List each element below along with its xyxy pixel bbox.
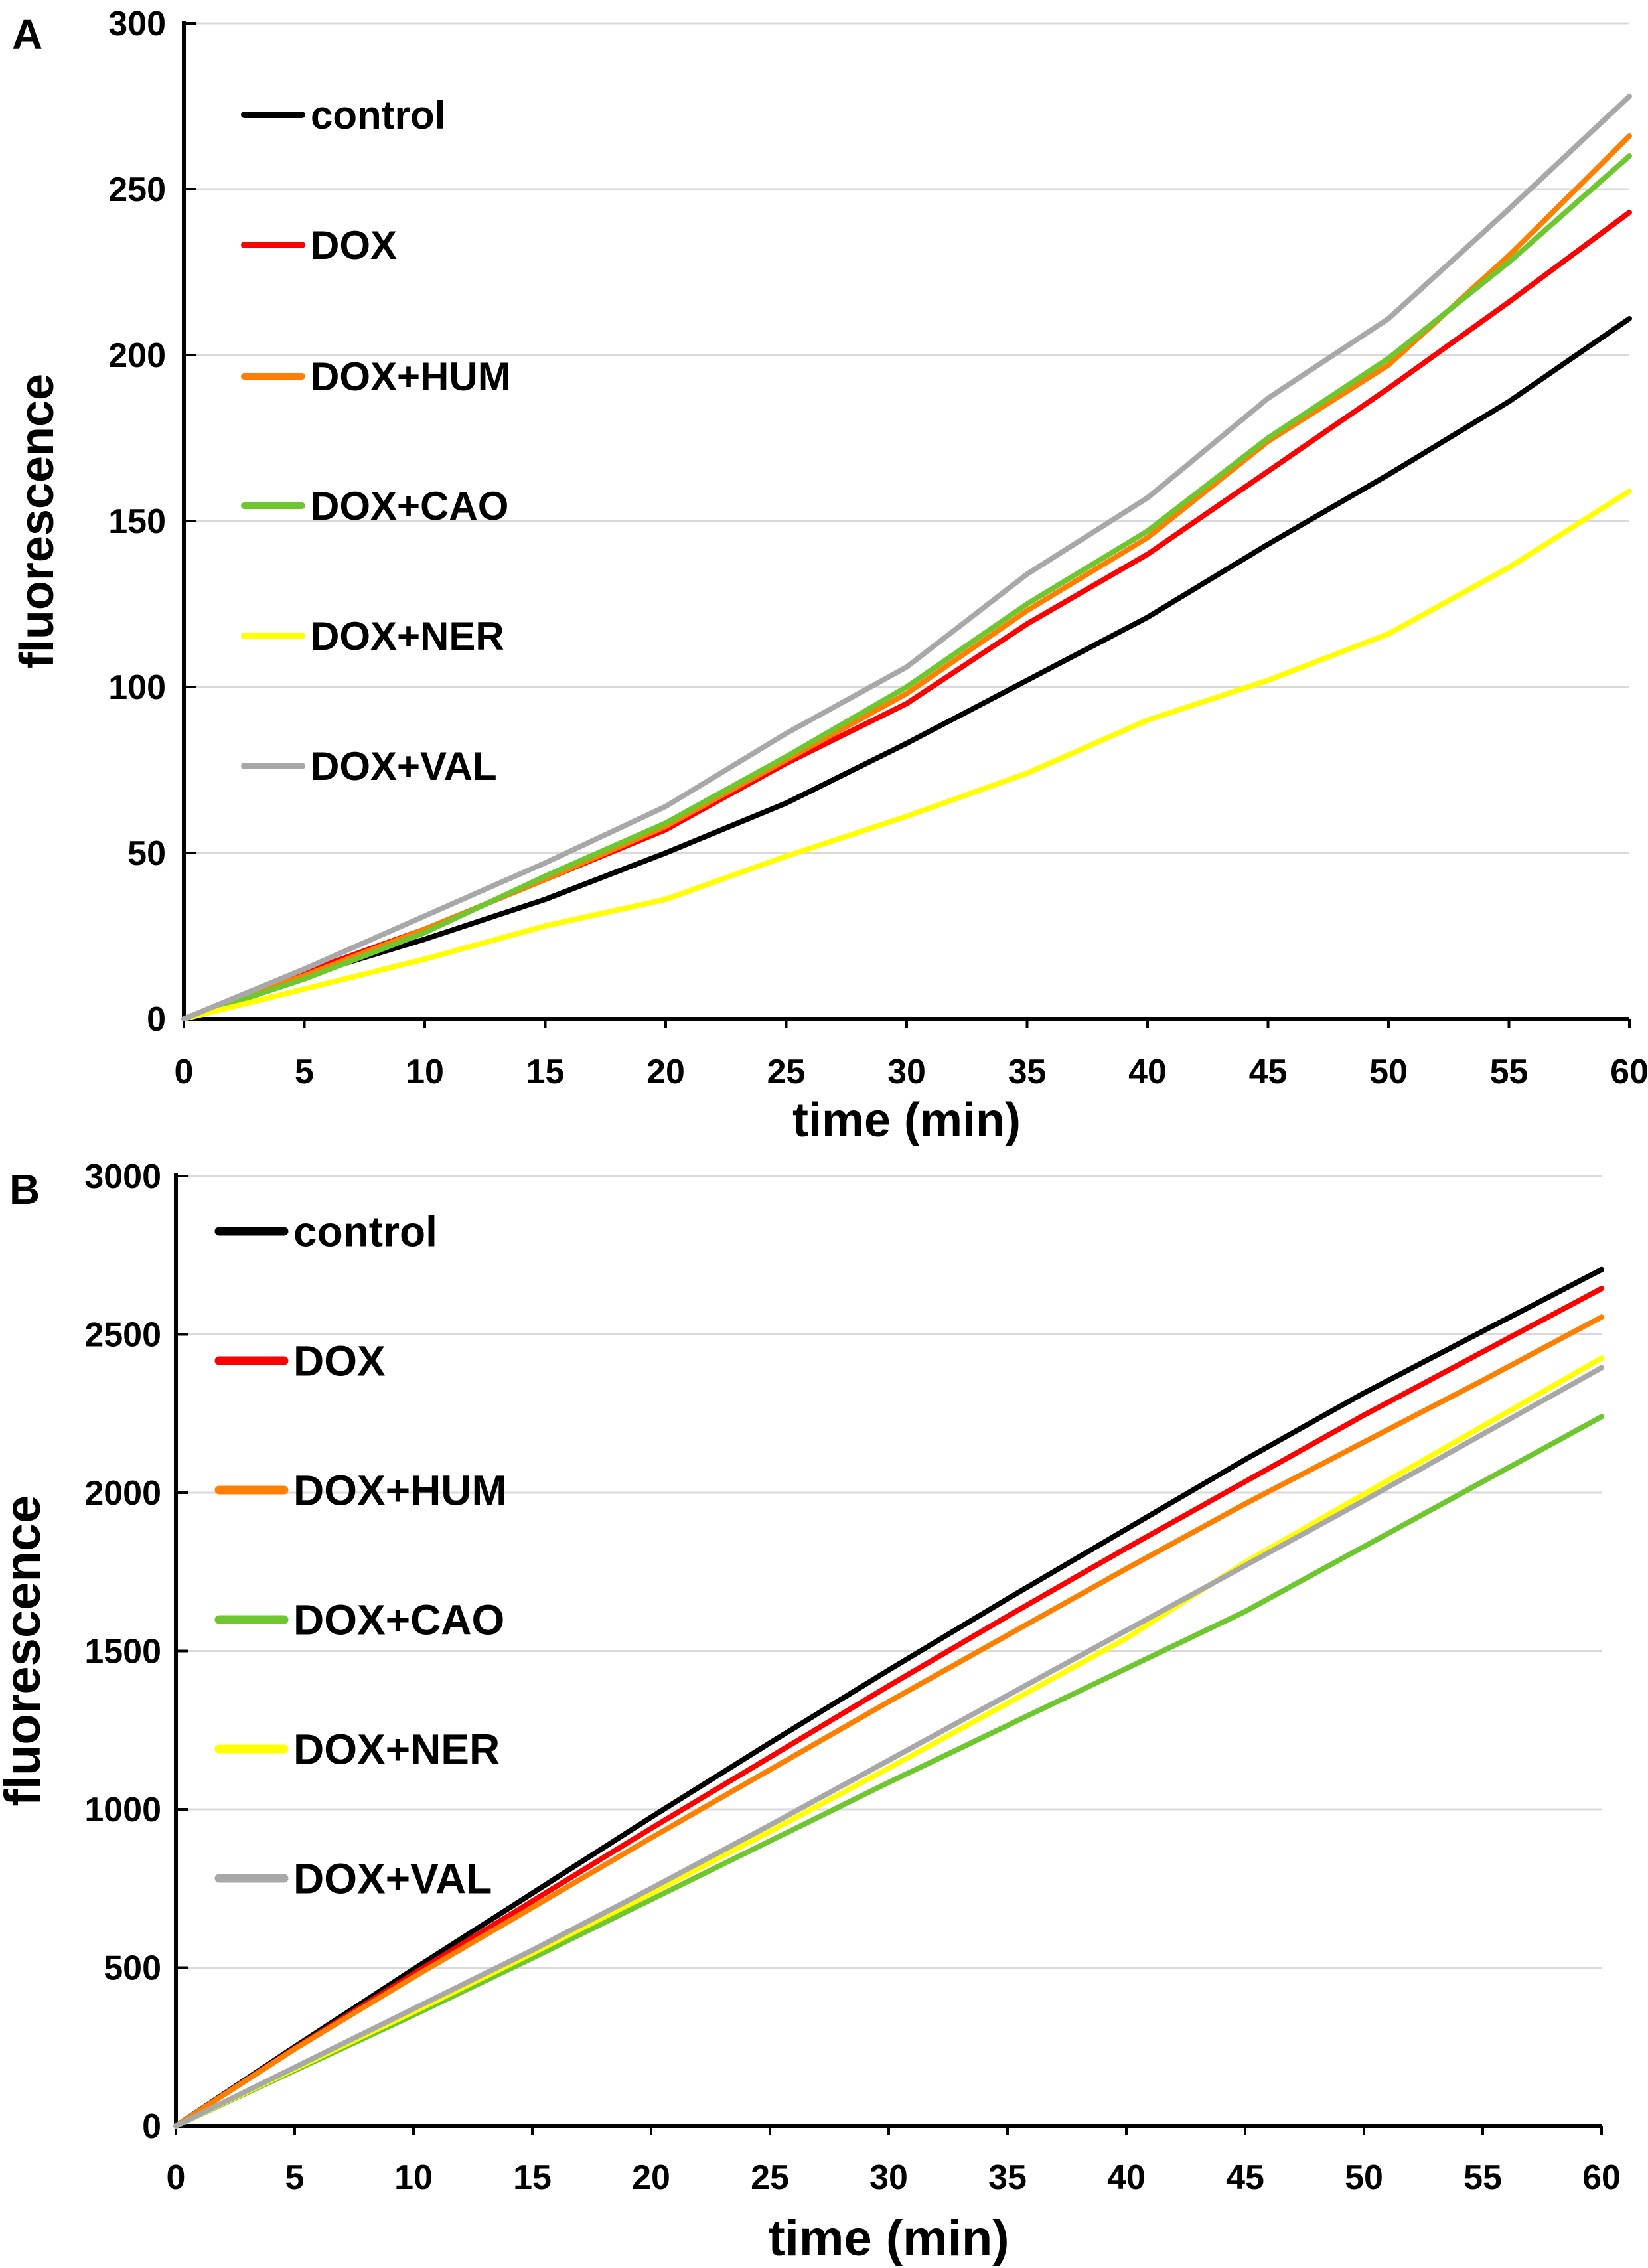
legend-label-dox: DOX [311, 223, 397, 267]
y-tick-label: 200 [108, 337, 166, 375]
y-tick-label: 0 [142, 2107, 161, 2146]
series-line-dox-val [181, 94, 1632, 1021]
y-axis-label: fluorescence [11, 374, 64, 668]
x-tick-label: 60 [1582, 2158, 1621, 2197]
legend-label-dox-hum: DOX+HUM [311, 354, 511, 399]
series-line-dox-cao [173, 1414, 1604, 2129]
y-axis-label: fluorescence [0, 1495, 51, 1807]
x-tick-label: 55 [1463, 2158, 1502, 2197]
y-tick-label: 100 [108, 668, 166, 707]
y-tick-label: 500 [104, 1949, 161, 1988]
x-tick-label: 25 [767, 1053, 806, 1091]
x-tick-label: 5 [285, 2158, 305, 2197]
legend-label-dox-cao: DOX+CAO [293, 1596, 504, 1643]
series-line-dox-val [173, 1365, 1604, 2129]
x-tick-label: 50 [1345, 2158, 1383, 2197]
series-line-control [181, 316, 1632, 1021]
x-tick-label: 0 [167, 2158, 186, 2197]
y-tick-label: 2000 [84, 1474, 161, 1513]
x-tick-label: 25 [751, 2158, 789, 2197]
x-tick-label: 20 [646, 1053, 685, 1091]
legend-label-control: control [293, 1207, 437, 1255]
x-tick-label: 50 [1369, 1053, 1408, 1091]
x-tick-label: 20 [632, 2158, 670, 2197]
x-tick-label: 30 [869, 2158, 908, 2197]
x-axis-label: time (min) [768, 2210, 1009, 2267]
y-tick-label: 50 [127, 834, 166, 873]
series-line-dox-ner [181, 489, 1632, 1021]
legend-label-dox-val: DOX+VAL [311, 744, 497, 789]
x-axis-label: time (min) [792, 1094, 1021, 1147]
x-tick-label: 35 [988, 2158, 1027, 2197]
series-line-dox-ner [173, 1355, 1604, 2129]
y-tick-label: 250 [108, 171, 166, 209]
y-tick-label: 1500 [84, 1633, 161, 1671]
x-tick-label: 45 [1249, 1053, 1288, 1091]
x-tick-label: 15 [526, 1053, 565, 1091]
x-tick-label: 10 [406, 1053, 444, 1091]
x-tick-label: 0 [175, 1053, 194, 1091]
y-tick-label: 3000 [84, 1158, 161, 1196]
y-tick-label: 2500 [84, 1316, 161, 1355]
x-tick-label: 15 [513, 2158, 552, 2197]
legend-label-dox: DOX [293, 1337, 386, 1385]
legend-label-dox-ner: DOX+NER [293, 1725, 500, 1773]
legend-label-dox-hum: DOX+HUM [293, 1466, 507, 1514]
x-tick-label: 60 [1610, 1053, 1648, 1091]
panel-letter: B [9, 1166, 40, 1213]
legend-label-control: control [311, 93, 445, 137]
x-tick-label: 40 [1128, 1053, 1167, 1091]
legend-label-dox-cao: DOX+CAO [311, 484, 508, 528]
x-tick-label: 10 [394, 2158, 433, 2197]
series-line-dox-hum [181, 133, 1632, 1021]
x-tick-label: 45 [1226, 2158, 1264, 2197]
x-tick-label: 40 [1107, 2158, 1146, 2197]
series-line-control [173, 1266, 1604, 2129]
series-line-dox-hum [173, 1314, 1604, 2129]
series-line-dox [173, 1286, 1604, 2129]
y-tick-label: 1000 [84, 1791, 161, 1829]
y-tick-label: 0 [147, 1000, 166, 1039]
y-tick-label: 150 [108, 502, 166, 541]
x-tick-label: 30 [887, 1053, 926, 1091]
legend-label-dox-val: DOX+VAL [293, 1854, 492, 1902]
legend-label-dox-ner: DOX+NER [311, 614, 504, 658]
panel-letter: A [12, 11, 42, 58]
y-tick-label: 300 [108, 5, 166, 43]
x-tick-label: 5 [295, 1053, 314, 1091]
series-line-dox-cao [181, 153, 1632, 1021]
x-tick-label: 55 [1490, 1053, 1529, 1091]
x-tick-label: 35 [1008, 1053, 1047, 1091]
